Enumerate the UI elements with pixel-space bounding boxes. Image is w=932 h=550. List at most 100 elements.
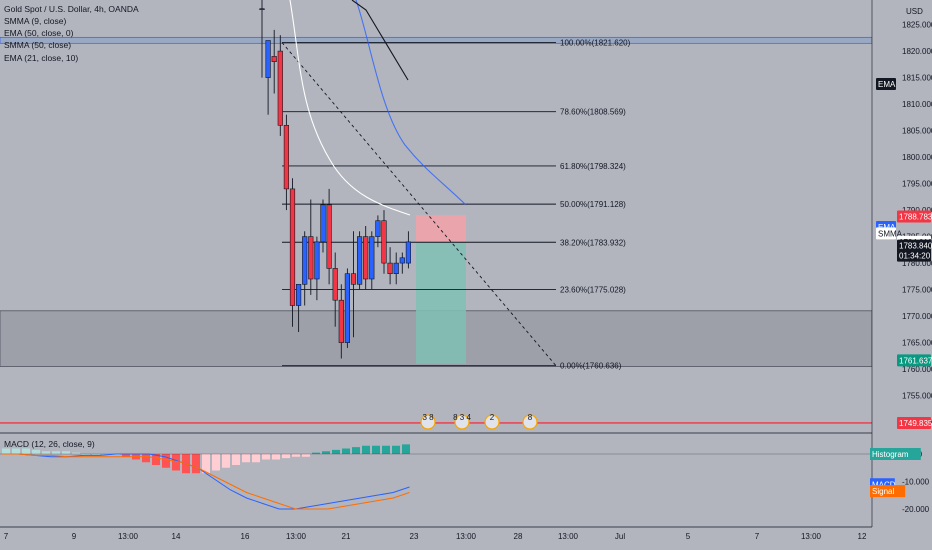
- time-tick: 13:00: [558, 532, 579, 541]
- macd-histogram-bar: [232, 454, 240, 465]
- time-tick: Jul: [615, 532, 625, 541]
- price-tag: [897, 249, 931, 262]
- candle-body: [332, 268, 338, 301]
- event-icon-circle: [484, 414, 500, 430]
- price-tag: [897, 210, 931, 223]
- price-tag: [897, 239, 931, 252]
- macd-histogram-bar: [42, 451, 50, 454]
- price-tick: 1810.000: [902, 100, 932, 109]
- symbol-title: Gold Spot / U.S. Dollar, 4h, OANDA: [4, 4, 139, 14]
- macd-histogram-bar: [12, 448, 20, 454]
- economic-event-icon: 3 8: [420, 413, 436, 430]
- candle-body: [387, 262, 393, 275]
- price-tick: 1755.000: [902, 392, 932, 401]
- macd-tag: [870, 485, 906, 498]
- macd-histogram-bar: [162, 454, 170, 468]
- macd-histogram-bar: [362, 445, 370, 454]
- time-tick: 7: [4, 532, 9, 541]
- macd-histogram-bar: [222, 454, 230, 468]
- candle-body: [265, 40, 271, 78]
- macd-histogram-bar: [122, 454, 130, 457]
- macd-tag-label: MACD: [872, 480, 896, 489]
- indicator-smma-50: SMMA (50, close): [4, 40, 71, 50]
- candle-body: [369, 236, 375, 280]
- price-tag-label: 1788.783: [899, 213, 932, 222]
- candle-body: [375, 220, 381, 237]
- macd-histogram-bar: [62, 451, 70, 454]
- time-tick: 7: [755, 532, 760, 541]
- macd-histogram-bar: [242, 454, 250, 463]
- candle-body: [320, 204, 326, 243]
- signal-line: [2, 453, 410, 510]
- macd-histogram-bar: [342, 448, 350, 454]
- event-icon-label: 3 8: [422, 413, 434, 422]
- economic-event-icon: 2: [484, 413, 500, 430]
- legend: Gold Spot / U.S. Dollar, 4h, OANDA SMMA …: [4, 4, 923, 449]
- macd-histogram-bar: [302, 454, 310, 457]
- candle-body: [314, 241, 320, 280]
- time-tick: 13:00: [456, 532, 477, 541]
- fib-level-label: 50.00%(1791.128): [560, 200, 626, 209]
- time-tick: 12: [858, 532, 867, 541]
- price-tag-label: EMA: [878, 80, 896, 89]
- candle-body: [295, 283, 302, 306]
- candle-body: [405, 241, 412, 264]
- event-icon-circle: [454, 414, 470, 430]
- indicator-lines: [289, 0, 467, 216]
- fib-level-label: 100.00%(1821.620): [560, 39, 631, 48]
- time-tick: 14: [172, 532, 181, 541]
- time-tick: 16: [241, 532, 250, 541]
- time-tick: 13:00: [801, 532, 822, 541]
- macd-histogram-bar: [152, 454, 160, 465]
- macd-histogram-bar: [312, 452, 320, 454]
- macd-label: MACD (12, 26, close, 9): [4, 439, 95, 449]
- macd-histogram-bar: [202, 454, 210, 474]
- candle-body: [338, 299, 344, 343]
- price-tick: 1805.000: [902, 127, 932, 136]
- macd-histogram-bar: [92, 454, 100, 455]
- macd-histogram-bar: [82, 454, 90, 455]
- smma-9-line: [351, 0, 409, 81]
- price-tag: [897, 354, 931, 367]
- target-zone: [416, 241, 466, 364]
- time-tick: 13:00: [286, 532, 307, 541]
- currency-label: USD: [906, 7, 923, 16]
- event-icon-label: 8 3 4: [453, 413, 471, 422]
- price-tick: 1795.000: [902, 180, 932, 189]
- macd-histogram-bar: [382, 445, 390, 454]
- candles-layer: [259, 0, 412, 359]
- candle-body: [399, 257, 405, 264]
- macd-histogram-bar: [272, 454, 280, 460]
- smma-50-line: [355, 0, 467, 206]
- event-icon-circle: [522, 414, 538, 430]
- fib-level-label: 78.60%(1808.569): [560, 108, 626, 117]
- economic-event-icon: 8: [522, 413, 538, 430]
- candle-body: [363, 236, 369, 280]
- time-axis[interactable]: 7 9 13:00 14 16 13:00 21 23 13:00 28 13:00 Jul 5 7 13:…: [4, 532, 867, 541]
- candle-body: [326, 204, 332, 269]
- macd-histogram-bar: [322, 451, 330, 454]
- ema-50-line: [289, 0, 411, 216]
- fib-level-label: 0.00%(1760.636): [560, 362, 622, 371]
- indicator-ema-21: EMA (21, close, 10): [4, 53, 78, 63]
- event-icon-label: 8: [528, 413, 533, 422]
- macd-tag-label: Histogram: [872, 450, 909, 459]
- candle-body: [393, 262, 399, 275]
- event-icon-label: 2: [490, 413, 495, 422]
- macd-histogram-bar: [262, 454, 270, 460]
- event-icons[interactable]: 3 8 8 3 4 2 8: [420, 413, 538, 430]
- candle-body: [381, 220, 387, 264]
- macd-histogram-bar: [192, 454, 200, 474]
- macd-histogram-bar: [72, 452, 80, 454]
- fib-level-label: 23.60%(1775.028): [560, 285, 626, 294]
- price-tick: 1760.000: [902, 365, 932, 374]
- price-axis[interactable]: 1825.000 1820.000 1815.000 1810.000 1805.000…: [870, 0, 932, 550]
- time-tick: 13:00: [118, 532, 139, 541]
- price-tick: 1815.000: [902, 74, 932, 83]
- candle-body: [289, 188, 296, 306]
- candle-body: [350, 273, 357, 285]
- price-tick: 1765.000: [902, 339, 932, 348]
- macd-histogram-bar: [22, 448, 30, 454]
- macd-histogram-bar: [32, 449, 40, 454]
